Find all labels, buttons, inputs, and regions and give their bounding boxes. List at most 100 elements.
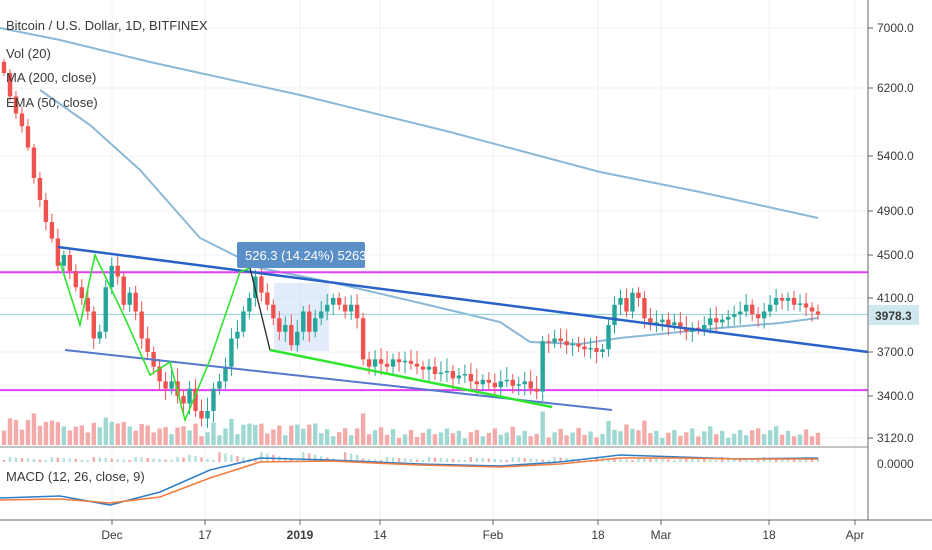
candles (1, 58, 821, 429)
volume-bar (103, 417, 108, 445)
candle-body (295, 331, 300, 346)
macd-histogram-bar (146, 458, 149, 462)
macd-histogram-bar (439, 458, 443, 462)
time-tick-label: Apr (846, 528, 865, 542)
macd-histogram-bar (733, 458, 736, 462)
legend: Bitcoin / U.S. Dollar, 1D, BITFINEX Vol … (6, 18, 208, 484)
volume-bar (289, 425, 294, 445)
volume-bar (642, 420, 647, 445)
candle-body (127, 292, 132, 305)
volume-bar (336, 432, 342, 445)
time-tick-label: 18 (591, 528, 605, 542)
macd-histogram-bar (619, 459, 622, 462)
macd-histogram-bar (212, 460, 215, 462)
volume-bar (133, 430, 138, 445)
candle-body (289, 325, 294, 346)
volume-bar (648, 433, 653, 445)
macd-histogram-bar (774, 458, 778, 462)
candle-body (486, 379, 492, 383)
macd-histogram-bar (553, 457, 556, 462)
volume-bar (612, 429, 617, 445)
candle-body (648, 318, 653, 325)
candle-body (510, 379, 515, 386)
candle-body (522, 381, 527, 385)
candle-body (504, 379, 509, 382)
volume-bar (600, 433, 605, 445)
volume-bar (462, 438, 468, 445)
macd-histogram-bar (541, 459, 544, 462)
macd-histogram-bar (68, 458, 72, 462)
volume-bar (229, 418, 234, 445)
macd-histogram-bar (367, 459, 371, 462)
time-tick-label: 14 (373, 528, 387, 542)
volume-bar (672, 429, 677, 445)
volume-bar (163, 427, 168, 445)
volume-bar (684, 432, 689, 445)
candle-body (684, 327, 689, 332)
volume-bar (61, 426, 67, 445)
candle-body (13, 96, 19, 114)
macd-histogram-bar (649, 458, 652, 462)
candle-body (612, 304, 617, 325)
volume-bar (534, 433, 539, 445)
macd-histogram-bar (397, 458, 401, 462)
volume-bar (504, 432, 509, 445)
candle-body (767, 304, 773, 312)
candle-body (247, 298, 252, 312)
candle-body (265, 292, 270, 305)
volume-bar (702, 431, 707, 445)
volume-bar (708, 426, 713, 445)
candle-body (570, 343, 575, 346)
macd-histogram-bar (661, 459, 664, 462)
candle-body (91, 311, 96, 339)
candle-body (79, 287, 85, 298)
measure-tooltip: 526.3 (14.24%) 5263 (237, 242, 366, 268)
macd-histogram-bar (451, 459, 455, 462)
price-tick-label: 7000.0 (877, 21, 914, 35)
candle-body (43, 200, 49, 222)
macd-histogram-bar (74, 459, 78, 462)
candle-body (241, 311, 246, 332)
volume-bar (564, 435, 569, 445)
candle-body (25, 126, 31, 148)
candle-body (660, 319, 665, 323)
volume-bar (253, 424, 258, 445)
candle-body (115, 265, 120, 277)
macd-histogram-bar (62, 458, 66, 462)
volume-bar (169, 434, 174, 445)
candle-body (109, 265, 114, 288)
macd-histogram-bar (116, 459, 119, 462)
candle-body (450, 371, 456, 379)
time-tick-label: Mar (651, 528, 672, 542)
macd-histogram-bar (385, 457, 389, 462)
volume-bar (109, 421, 114, 445)
candle-body (193, 388, 198, 411)
macd-histogram-bar (26, 458, 30, 462)
drawings[interactable] (57, 245, 869, 423)
candle-body (678, 322, 683, 328)
volume-bar (313, 423, 318, 445)
time-axis[interactable]: Dec 17 2019 14 Feb 18 Mar 18 Apr (101, 520, 864, 542)
volume-bar (588, 431, 593, 445)
candle-body (755, 314, 761, 319)
candle-body (438, 372, 444, 375)
macd-histogram-bar (487, 458, 491, 462)
price-tick-label: 4900.0 (877, 204, 914, 218)
candle-body (133, 292, 138, 312)
macd-histogram-bar (637, 457, 640, 462)
candle-body (313, 318, 318, 332)
candle-body (390, 359, 396, 367)
volume-bar (456, 430, 462, 445)
volume-bar (378, 427, 384, 445)
volume-bar (283, 435, 288, 445)
volume-bar (217, 435, 222, 445)
volume-bar (223, 428, 228, 445)
macd-histogram-bar (457, 459, 461, 462)
volume-bar (79, 425, 85, 445)
volume-bar (803, 429, 809, 445)
candle-body (809, 307, 815, 312)
macd-histogram-bar (343, 452, 347, 462)
price-axis[interactable]: 7000.0 6200.0 5400.0 4900.0 4500.0 4100.0 3700… (868, 21, 914, 471)
volume-bar (390, 429, 396, 445)
volume-bar (151, 432, 156, 445)
